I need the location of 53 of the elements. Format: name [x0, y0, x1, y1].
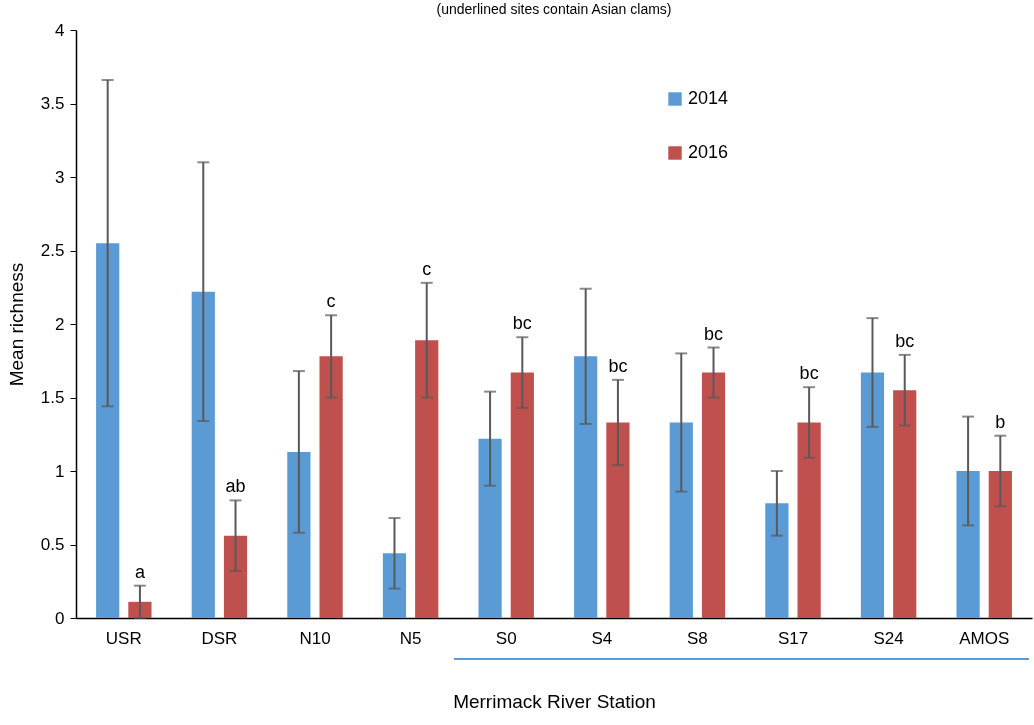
bar [860, 372, 885, 618]
bar [223, 535, 248, 618]
bar [382, 553, 407, 618]
x-tick-label: S24 [873, 628, 904, 648]
bar [701, 372, 726, 618]
y-tick-label: 2 [55, 314, 65, 334]
x-tick-label: AMOS [959, 628, 1010, 648]
bar [669, 422, 693, 618]
x-tick-label: S0 [495, 628, 517, 648]
bar [415, 340, 439, 618]
bar [478, 438, 502, 618]
y-axis-title: Mean richness [5, 262, 27, 387]
bar [319, 356, 343, 618]
annotation: c [326, 291, 336, 312]
x-tick-label: N5 [399, 628, 422, 648]
bar [606, 422, 630, 618]
x-tick-label: S17 [777, 628, 809, 648]
annotation: bc [895, 330, 915, 351]
annotation: c [422, 258, 432, 279]
x-tick-label: DSR [201, 628, 238, 648]
annotation: bc [512, 313, 532, 334]
chart-subtitle: (underlined sites contain Asian clams) [436, 1, 672, 17]
x-axis-title: Merrimack River Station [453, 690, 656, 712]
y-tick-label: 3.5 [40, 94, 65, 113]
bar [96, 243, 120, 618]
y-tick-label: 1 [55, 461, 65, 481]
bar [574, 356, 598, 618]
y-tick-label: 4 [55, 20, 65, 40]
x-tick-label: N10 [299, 628, 331, 648]
bar [797, 422, 821, 618]
x-tick-label: S4 [591, 628, 613, 648]
bar [893, 390, 917, 618]
bar [956, 471, 980, 618]
y-tick-label: 1.5 [40, 388, 65, 407]
annotation: a [134, 561, 146, 582]
bar [191, 291, 215, 618]
x-tick-label: USR [105, 628, 142, 648]
annotation: bc [608, 355, 628, 376]
bar [988, 471, 1012, 618]
bar [765, 503, 789, 618]
legend-label: 2016 [688, 142, 729, 162]
y-tick-label: 0.5 [40, 535, 65, 554]
x-tick-label: S8 [687, 628, 708, 648]
legend-label: 2014 [688, 88, 729, 108]
annotation: bc [799, 363, 819, 384]
y-tick-label: 3 [55, 167, 65, 187]
annotation: ab [225, 476, 246, 497]
bar [287, 451, 311, 618]
y-tick-label: 2.5 [40, 241, 65, 260]
annotation: bc [704, 323, 724, 344]
annotation: b [995, 411, 1006, 432]
bar [510, 372, 534, 618]
y-tick-label: 0 [55, 608, 65, 628]
